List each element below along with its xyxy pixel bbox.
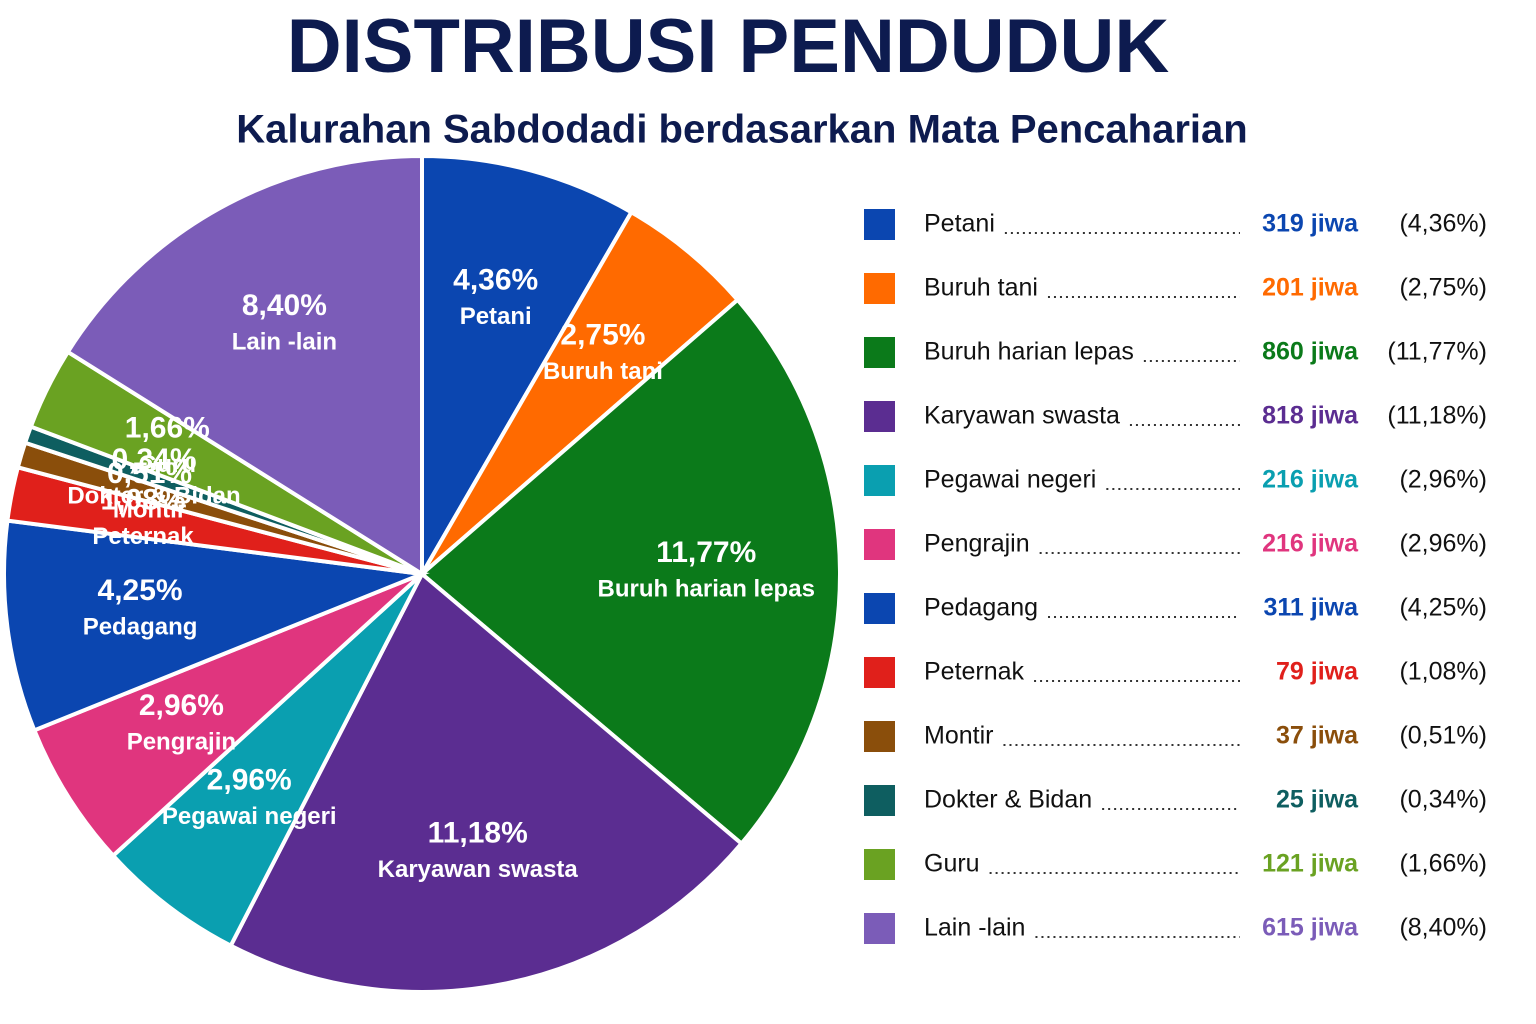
legend-percent: (2,75%) <box>1399 274 1487 302</box>
slice-value-label: 2,75% <box>560 319 645 352</box>
legend-swatch <box>864 721 895 752</box>
legend-count: 860 jiwa <box>1262 338 1359 366</box>
legend-count: 216 jiwa <box>1262 530 1359 558</box>
legend-percent: (2,96%) <box>1399 530 1487 558</box>
slice-value-label: 1,66% <box>125 412 210 445</box>
legend-percent: (0,34%) <box>1399 786 1487 814</box>
legend-label: Buruh tani <box>924 274 1038 302</box>
slice-category-label: Dokter & Bidan <box>67 483 240 510</box>
legend-swatch <box>864 657 895 688</box>
legend-percent: (0,51%) <box>1399 722 1487 750</box>
slice-category-label: Montir <box>113 496 186 523</box>
legend-swatch <box>864 465 895 496</box>
pie-slice <box>31 572 424 859</box>
legend-count: 37 jiwa <box>1276 722 1359 750</box>
legend-label: Montir <box>924 722 993 750</box>
pie-slice <box>420 209 741 576</box>
slice-value-label: 4,36% <box>453 263 538 296</box>
slice-value-label: 2,96% <box>139 689 224 722</box>
slice-category-label: Guru <box>139 451 196 478</box>
pie-slice <box>110 572 424 949</box>
slice-category-label: Peternak <box>92 523 194 550</box>
pie-slice <box>65 153 424 578</box>
slice-value-label: 8,40% <box>242 289 327 322</box>
legend-percent: (1,66%) <box>1399 850 1487 878</box>
legend-swatch <box>864 273 895 304</box>
slice-value-label: 0,51% <box>107 457 192 490</box>
legend-swatch <box>864 401 895 432</box>
legend-swatch <box>864 529 895 560</box>
legend-percent: (11,77%) <box>1387 338 1487 366</box>
legend-label: Peternak <box>924 658 1025 686</box>
legend-count: 25 jiwa <box>1276 786 1359 814</box>
pie-slice <box>420 153 635 582</box>
legend-swatch <box>864 849 895 880</box>
legend-count: 201 jiwa <box>1262 274 1359 302</box>
slice-category-label: Pegawai negeri <box>162 803 337 830</box>
legend-label: Pegawai negeri <box>924 466 1096 494</box>
legend-label: Lain -lain <box>924 914 1025 942</box>
legend-label: Karyawan swasta <box>924 402 1120 430</box>
legend-label: Pengrajin <box>924 530 1030 558</box>
legend-count: 311 jiwa <box>1263 594 1359 622</box>
slice-value-label: 2,96% <box>207 764 292 797</box>
slice-category-label: Pengrajin <box>127 729 236 756</box>
legend-percent: (8,40%) <box>1399 914 1487 942</box>
slice-category-label: Buruh harian lepas <box>598 575 815 602</box>
legend-count: 615 jiwa <box>1262 914 1359 942</box>
legend-label: Petani <box>924 210 995 238</box>
slice-value-label: 11,77% <box>656 536 756 569</box>
legend-count: 121 jiwa <box>1262 850 1359 878</box>
legend-count: 319 jiwa <box>1262 210 1359 238</box>
slice-value-label: 1,08% <box>101 483 186 516</box>
legend-count: 216 jiwa <box>1262 466 1359 494</box>
chart-subtitle: Kalurahan Sabdodadi berdasarkan Mata Pen… <box>236 108 1247 152</box>
legend-percent: (4,25%) <box>1399 594 1487 622</box>
legend-swatch <box>864 209 895 240</box>
slice-category-label: Pedagang <box>83 613 198 640</box>
legend-percent: (4,36%) <box>1399 210 1487 238</box>
legend-swatch <box>864 913 895 944</box>
slice-category-label: Karyawan swasta <box>378 856 579 883</box>
legend-count: 79 jiwa <box>1276 658 1359 686</box>
legend-count: 818 jiwa <box>1262 402 1359 430</box>
legend-label: Guru <box>924 850 980 878</box>
legend-label: Dokter & Bidan <box>924 786 1092 814</box>
legend-label: Buruh harian lepas <box>924 338 1134 366</box>
legend-swatch <box>864 785 895 816</box>
legend-percent: (11,18%) <box>1387 402 1487 430</box>
legend-swatch <box>864 593 895 624</box>
legend-label: Pedagang <box>924 594 1038 622</box>
pie-slice <box>2 518 430 733</box>
legend-percent: (1,08%) <box>1399 658 1487 686</box>
legend-percent: (2,96%) <box>1399 466 1487 494</box>
slice-category-label: Buruh tani <box>543 358 663 385</box>
slice-category-label: Petani <box>460 303 532 330</box>
slice-value-label: 0,34% <box>111 443 196 476</box>
pie-slice <box>418 297 842 847</box>
legend-swatch <box>864 337 895 368</box>
slice-value-label: 4,25% <box>98 574 183 607</box>
pie-slice <box>228 570 745 994</box>
slice-value-label: 11,18% <box>428 817 528 850</box>
slice-category-label: Lain -lain <box>232 329 337 356</box>
chart-title: DISTRIBUSI PENDUDUK <box>287 4 1170 89</box>
